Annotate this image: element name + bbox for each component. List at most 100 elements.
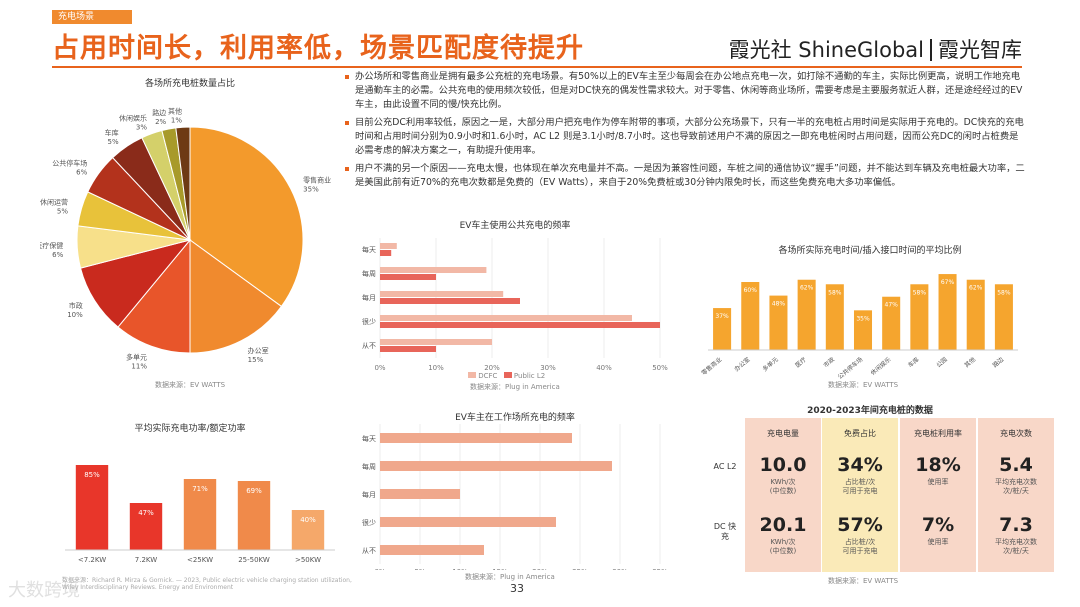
bar <box>741 282 760 350</box>
bar <box>380 243 397 249</box>
pie-label: 市政 <box>69 301 83 310</box>
category-label: 每周 <box>362 269 376 278</box>
category-label: 7.2KW <box>135 556 157 564</box>
bar <box>825 284 844 350</box>
value-label: 37% <box>715 313 729 320</box>
table-value: 7.3 <box>999 514 1033 536</box>
table-value: 10.0 <box>759 454 807 476</box>
pie-label: 其他 <box>168 106 182 115</box>
title-rule <box>52 66 1022 68</box>
work-freq-source: 数据来源：Plug in America <box>465 573 555 581</box>
brand-right: 霞光智库 <box>938 38 1022 62</box>
category-label: 办公室 <box>733 355 752 373</box>
bar <box>237 481 271 550</box>
bar <box>380 461 612 471</box>
table-title: 2020-2023年间充电桩的数据 <box>807 406 933 416</box>
pie-slice <box>189 126 304 308</box>
bar <box>380 274 436 280</box>
category-label: 每月 <box>362 490 376 499</box>
category-label: 很少 <box>362 518 376 527</box>
pie-slice <box>175 126 191 241</box>
pie-slice <box>79 239 192 328</box>
category-label: 每月 <box>362 293 376 302</box>
category-label: 休闲娱乐 <box>869 355 893 377</box>
category-label: 每天 <box>362 434 376 443</box>
x-tick-label: 20% <box>484 364 500 370</box>
value-label: 35% <box>856 315 870 322</box>
table-header: 充电电量 <box>767 429 799 438</box>
table-note: 使用率 <box>927 538 949 546</box>
public-freq-source: 数据来源：Plug in America <box>470 383 560 391</box>
bar <box>380 339 492 345</box>
category-label: 从不 <box>362 342 376 350</box>
section-tag: 充电场景 <box>52 10 132 24</box>
category-label: 很少 <box>362 317 376 326</box>
table-row-label: AC L2 <box>713 462 737 471</box>
table-column-bg <box>745 418 821 572</box>
table-value: 5.4 <box>999 454 1033 476</box>
pie-label-pct: 5% <box>108 138 119 146</box>
pie-chart: 零售商业35%办公室15%多单元11%市政10%医疗保健6%休闲运营5%公共停车… <box>40 106 331 370</box>
bar <box>910 284 929 350</box>
work-freq-title: EV车主在工作场所充电的频率 <box>455 413 575 423</box>
bar <box>129 503 163 550</box>
pie-label: 零售商业 <box>303 175 331 184</box>
value-label: 58% <box>997 289 1011 296</box>
charging-data-table: 2020-2023年间充电桩的数据 充电电量 免费占比 充电桩利用率 充电次数 AC L… <box>710 400 1054 580</box>
category-label: 其他 <box>963 355 977 369</box>
x-tick-label: 0% <box>374 364 385 370</box>
bar <box>380 346 436 352</box>
power-chart-title: 平均实际充电功率/额定功率 <box>134 424 246 434</box>
pie-slice <box>117 238 191 354</box>
legend-label-dcfc: DCFC <box>478 372 498 380</box>
ratio-chart-title: 各场所实际充电时间/插入接口时间的平均比例 <box>778 246 962 256</box>
legend-swatch-dcfc <box>468 372 476 378</box>
value-label: 58% <box>913 289 927 296</box>
table-column-bg <box>822 418 898 572</box>
bar <box>380 433 572 443</box>
value-label: 47% <box>885 302 899 309</box>
bar <box>380 250 392 256</box>
category-label: 车库 <box>906 355 920 369</box>
bar <box>797 279 816 350</box>
x-tick-label: 50% <box>652 364 668 370</box>
table-header: 充电桩利用率 <box>914 429 962 438</box>
category-label: 从不 <box>362 547 376 555</box>
power-chart: 85% <7.2KW 47% 7.2KW 71% <25KW 69% 25-50KW 40% >5… <box>65 465 335 564</box>
table-header: 免费占比 <box>844 429 876 438</box>
public-freq-title: EV车主使用公共充电的频率 <box>459 221 571 231</box>
bar <box>882 296 901 350</box>
category-label: <7.2KW <box>78 556 106 564</box>
pie-label-pct: 5% <box>57 208 68 216</box>
value-label: 47% <box>138 509 154 517</box>
table-note: KWh/次 (中位数) <box>769 478 797 495</box>
category-label: 公园 <box>935 356 949 369</box>
value-label: 62% <box>800 285 814 292</box>
value-label: 85% <box>84 471 100 479</box>
table-note: 平均充电次数 次/桩/天 <box>995 478 1037 495</box>
category-label: 多单元 <box>761 355 780 373</box>
watermark: 大数跨境 <box>8 580 80 601</box>
pie-label-pct: 6% <box>76 168 87 176</box>
category-label: 医疗 <box>794 355 808 369</box>
bar <box>966 279 985 350</box>
table-header: 充电次数 <box>1000 429 1032 438</box>
x-tick-label: 20% <box>532 568 548 570</box>
brand-logo: 霞光社 ShineGlobal 霞光智库 <box>729 34 1022 64</box>
table-note: 平均充电次数 次/桩/天 <box>995 538 1037 555</box>
category-label: <25KW <box>187 556 213 564</box>
category-label: 市政 <box>822 355 836 369</box>
bullet-item: 目前公充DC利用率较低，原因之一是，大部分用户把充电作为停车附带的事项，大部分公… <box>345 116 1025 158</box>
bar <box>291 510 325 550</box>
pie-label-pct: 11% <box>131 362 147 370</box>
value-label: 69% <box>246 487 262 495</box>
bar <box>380 322 660 328</box>
category-label: 25-50KW <box>238 556 270 564</box>
legend-label-l2: Public L2 <box>513 372 546 380</box>
bullet-item: 用户不满的另一个原因——充电太慢，也体现在单次充电量并不高。一是因为兼容性问题，… <box>345 162 1025 190</box>
pie-label-pct: 1% <box>171 116 182 124</box>
x-tick-label: 25% <box>572 568 588 570</box>
table-value: 57% <box>837 514 883 536</box>
value-label: 67% <box>941 279 955 286</box>
